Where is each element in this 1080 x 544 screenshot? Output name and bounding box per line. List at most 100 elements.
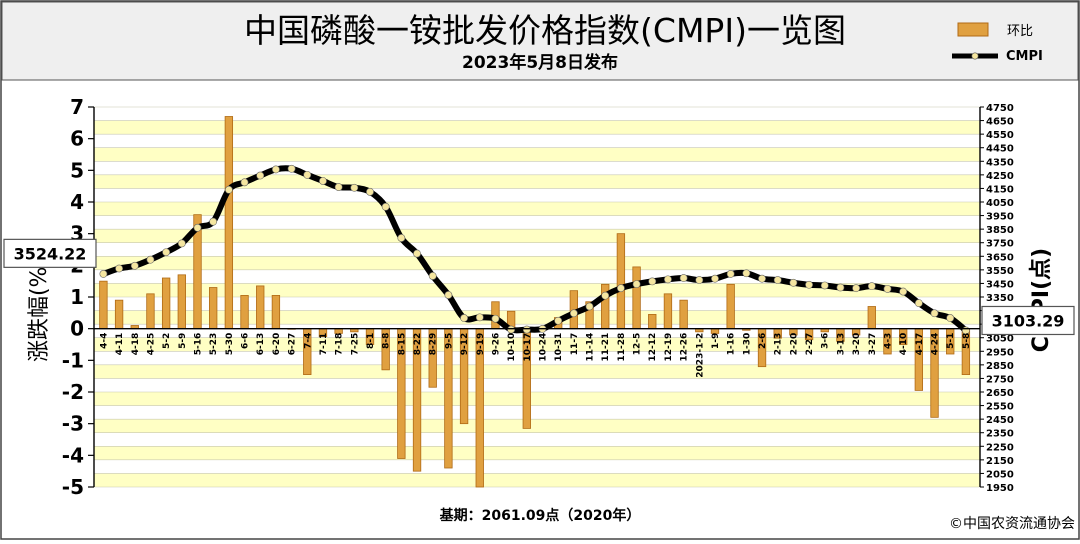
x-tick-label-9-19: 9-19 [476, 333, 486, 356]
x-tick-label-10-10: 10-10 [507, 333, 517, 362]
callout-box-left [3, 238, 97, 268]
x-tick-label-5-9: 5-9 [178, 333, 188, 349]
grid-band [94, 378, 980, 392]
grid-band [94, 120, 980, 135]
y-right-tick-label: 2550 [986, 402, 1014, 413]
grid-band [94, 432, 980, 447]
bar-6-6 [240, 295, 249, 330]
bar-12-5 [632, 266, 641, 330]
cmpi-point-10-10 [507, 325, 516, 334]
cmpi-point-4-25 [146, 255, 155, 264]
y-left-tick-label: 5 [70, 158, 84, 182]
x-tick-label-4-3: 4-3 [883, 333, 893, 349]
x-tick-label-5-2: 5-2 [162, 333, 172, 349]
x-tick-label-4-24: 4-24 [931, 333, 941, 356]
y-right-tick-label: 2650 [986, 388, 1014, 399]
cmpi-point-3-20 [852, 284, 861, 293]
x-tick-label-8-8: 8-8 [382, 333, 392, 349]
cmpi-point-9-5 [444, 291, 453, 299]
y-right-tick-label: 4650 [986, 117, 1014, 128]
y-left-tick-label: -2 [62, 380, 84, 404]
x-tick-label-11-21: 11-21 [601, 333, 611, 362]
chart-subtitle: 2023年5月8日发布 [462, 52, 618, 73]
y-left-tick-label: 1 [70, 285, 84, 309]
x-tick-label-3-27: 3-27 [868, 333, 878, 356]
bar-4-11 [114, 299, 124, 330]
bar-5-2 [161, 277, 171, 330]
y-right-tick-label: 2050 [986, 469, 1014, 480]
grid-band [94, 134, 980, 148]
base-period-note: 基期：2061.09点（2020年） [440, 507, 641, 524]
x-tick-label-4-11: 4-11 [115, 333, 125, 356]
y-right-tick-label: 3650 [986, 252, 1014, 263]
x-tick-label-1-30: 1-30 [742, 333, 752, 356]
y-right-tick-label: 1950 [986, 483, 1014, 494]
grid-band [94, 446, 980, 460]
y-right-tick-label: 2350 [986, 429, 1014, 440]
x-tick-label-2-27: 2-27 [805, 333, 815, 356]
grid-band [94, 405, 980, 420]
x-tick-label-5-16: 5-16 [193, 333, 203, 356]
y-left-tick-label: -5 [62, 475, 84, 499]
y-right-tick-label: 3350 [986, 293, 1014, 304]
bar-5-23 [209, 287, 218, 330]
y-right-tick-label: 4550 [986, 130, 1014, 141]
x-tick-label-8-29: 8-29 [429, 333, 439, 356]
cmpi-point-3-27 [867, 282, 876, 291]
grid-band [94, 459, 980, 474]
grid-band [94, 242, 980, 257]
bar-12-19 [663, 293, 673, 330]
cmpi-point-11-28 [616, 284, 625, 293]
y-right-tick-label: 2750 [986, 374, 1014, 385]
cmpi-point-1-16 [726, 270, 735, 278]
grid-band [94, 473, 980, 487]
bar-3-27 [867, 306, 876, 330]
y-right-tick-label: 2250 [986, 442, 1014, 453]
y-right-tick-label: 2150 [986, 456, 1014, 467]
y-left-tick-label: 0 [70, 317, 84, 341]
x-tick-label-2023-1-2: 2023-1-2 [695, 333, 705, 378]
cmpi-point-5-9 [177, 239, 186, 248]
x-tick-label-12-19: 12-19 [664, 333, 674, 362]
cmpi-point-10-17 [522, 325, 531, 334]
y-right-tick-label: 4450 [986, 144, 1014, 155]
cmpi-point-12-12 [648, 277, 657, 286]
x-tick-label-8-1: 8-1 [366, 333, 376, 349]
x-tick-label-11-14: 11-14 [586, 333, 596, 362]
y-left-tick-label: 4 [70, 190, 84, 214]
x-tick-label-6-6: 6-6 [241, 333, 251, 349]
bar-4-4 [99, 280, 108, 330]
x-tick-label-4-18: 4-18 [131, 333, 141, 356]
x-tick-label-1-16: 1-16 [727, 333, 737, 356]
x-tick-label-12-5: 12-5 [633, 333, 643, 356]
x-tick-label-5-1: 5-1 [946, 333, 956, 349]
y-left-tick-label: 7 [70, 95, 84, 119]
x-tick-label-4-10: 4-10 [899, 333, 909, 356]
callout-label-right: 3103.29 [992, 311, 1065, 330]
x-tick-label-6-20: 6-20 [272, 333, 282, 356]
x-tick-label-7-25: 7-25 [350, 333, 360, 356]
cmpi-point-2-27 [805, 280, 813, 289]
cmpi-point-11-21 [601, 291, 610, 300]
x-tick-labels: 4-4 4-11 4-18 4-25 5-2 5-9 5-16 5-23 5-30 6-6 6-13… [99, 333, 971, 378]
cmpi-point-11-14 [585, 302, 594, 311]
x-tick-label-6-13: 6-13 [256, 333, 266, 356]
cmpi-point-12-26 [679, 274, 688, 282]
grid-band [94, 392, 980, 406]
copyright: ©中国农资流通协会 [949, 516, 1075, 532]
y-left-tick-label: 6 [70, 127, 84, 151]
cmpi-point-2-20 [789, 278, 798, 287]
cmpi-point-12-5 [632, 280, 641, 289]
x-tick-label-9-26: 9-26 [491, 333, 501, 356]
cmpi-point-4-18 [130, 261, 139, 270]
bar-4-25 [146, 293, 155, 330]
bar-5-30 [224, 116, 234, 330]
y-right-tick-label: 3750 [986, 239, 1014, 250]
grid-band [94, 107, 980, 121]
x-tick-label-9-5: 9-5 [444, 333, 454, 349]
cmpi-point-8-22 [413, 249, 421, 258]
cmpi-point-4-17 [914, 299, 923, 308]
cmpi-point-9-26 [491, 314, 500, 323]
cmpi-point-6-13 [256, 171, 265, 180]
